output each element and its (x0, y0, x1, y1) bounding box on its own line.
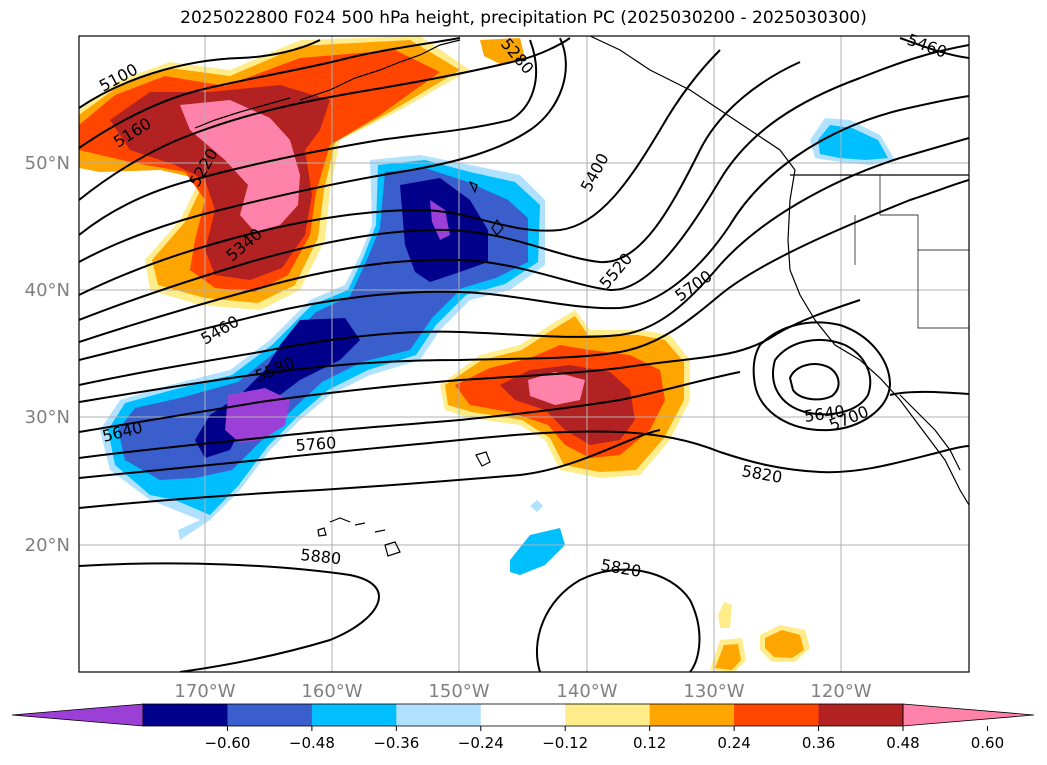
colorbar-swatch (143, 704, 228, 726)
precip-negative-region (530, 500, 543, 512)
lon-label: 170°W (174, 681, 235, 702)
precip-negative-region (225, 388, 290, 443)
colorbar-swatch (649, 704, 735, 726)
colorbar-swatch (311, 704, 397, 726)
colorbar-tick-label: −0.48 (289, 734, 335, 752)
lat-label: 30°N (25, 407, 70, 428)
colorbar-tick-label: 0.60 (971, 734, 1004, 752)
colorbar-tick-label: 0.48 (886, 734, 919, 752)
height-contours (79, 37, 969, 672)
contour-label: 5880 (300, 545, 342, 568)
colorbar-tick-label: −0.60 (204, 734, 250, 752)
colorbar-frame (142, 703, 904, 727)
baja-coastline (899, 394, 961, 471)
lat-label: 50°N (25, 153, 70, 174)
hawaiian-islands (317, 517, 401, 557)
contour-label: 5820 (740, 461, 783, 487)
contour-label: 5820 (599, 555, 642, 581)
colorbar-extend-min (11, 703, 144, 727)
contour-label: 5760 (295, 433, 337, 455)
island-outline (475, 451, 491, 467)
aleutian-islands (194, 97, 291, 129)
map-frame (78, 35, 970, 673)
north-america-coastline (589, 36, 969, 506)
colorbar-swatch (396, 704, 482, 726)
contour-label: 5700 (671, 266, 715, 305)
lon-label: 120°W (810, 681, 871, 702)
precip-positive-region (480, 38, 525, 64)
colorbar-swatch (818, 704, 904, 726)
lon-label: 150°W (428, 681, 489, 702)
alaska-coastline (299, 39, 461, 101)
colorbar-tick-label: −0.24 (458, 734, 504, 752)
colorbar: −0.60 −0.48 −0.36 −0.24 −0.12 0.12 0.24 0.36 0.4… (11, 703, 1035, 752)
colorbar-swatch (227, 704, 313, 726)
precip-positive-region (528, 372, 585, 405)
precip-negative-region (818, 125, 888, 160)
contour-label: 5460 (198, 312, 243, 349)
colorbar-tick-label: 0.12 (633, 734, 666, 752)
lat-label: 40°N (25, 280, 70, 301)
colorbar-tick-label: 0.24 (717, 734, 750, 752)
graticule (79, 36, 969, 672)
colorbar-extend-max (902, 703, 1035, 727)
colorbar-swatch (565, 704, 651, 726)
lon-label: 160°W (301, 681, 362, 702)
precip-positive-region (718, 602, 732, 628)
colorbar-swatch (734, 704, 820, 726)
lat-axis: 50°N 40°N 30°N 20°N (25, 153, 70, 556)
precip-positive-region (715, 644, 741, 670)
contour-label: 5460 (905, 30, 950, 62)
precip-negative-region (510, 528, 565, 575)
lon-label: 130°W (683, 681, 744, 702)
colorbar-tick-label: 0.36 (802, 734, 835, 752)
contour-label: 5400 (577, 150, 613, 195)
precip-positive-region (765, 630, 804, 658)
lon-label: 140°W (556, 681, 617, 702)
coastlines (194, 36, 969, 557)
colorbar-tick-label: −0.12 (542, 734, 588, 752)
colorbar-swatch (480, 704, 566, 726)
colorbar-tick-label: −0.36 (373, 734, 419, 752)
state-borders (854, 175, 969, 329)
lon-axis: 170°W 160°W 150°W 140°W 130°W 120°W (174, 681, 871, 702)
map-title: 2025022800 F024 500 hPa height, precipit… (180, 8, 867, 28)
lat-label: 20°N (25, 535, 70, 556)
